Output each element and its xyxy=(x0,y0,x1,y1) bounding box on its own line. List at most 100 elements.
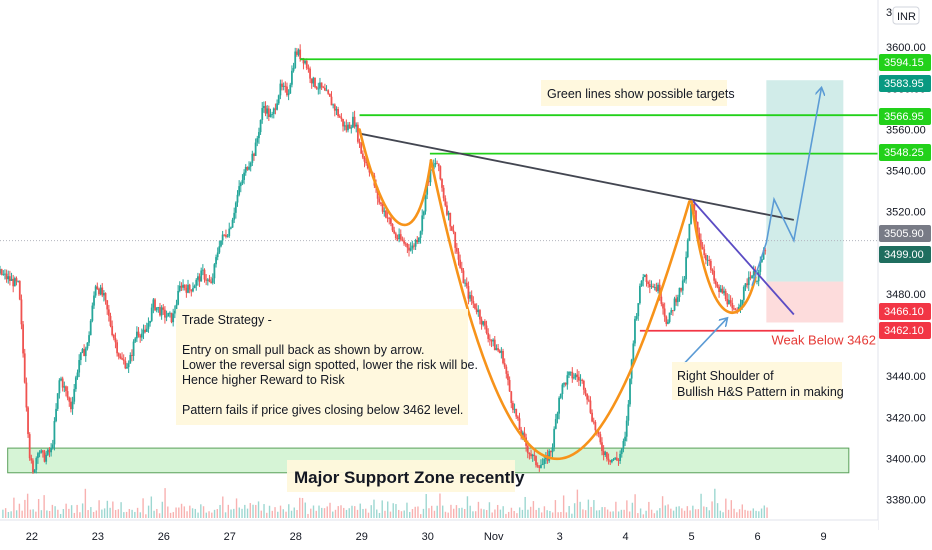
volume-bar xyxy=(197,512,199,518)
volume-bar xyxy=(422,508,425,518)
entry-arrow xyxy=(751,88,821,286)
volume-bar xyxy=(235,498,238,518)
candle-body xyxy=(305,60,308,69)
price-tag-bg xyxy=(879,108,931,125)
volume-bar xyxy=(755,510,757,518)
volume-bar xyxy=(92,511,95,518)
x-tick-label: 29 xyxy=(356,531,368,543)
candle-body xyxy=(564,382,567,385)
candle-body xyxy=(228,228,231,237)
candle-body xyxy=(467,286,470,299)
candle-body xyxy=(403,240,405,244)
x-tick-label: 5 xyxy=(689,531,695,543)
volume-bar xyxy=(180,503,183,518)
candle-body xyxy=(246,167,249,170)
volume-bar xyxy=(310,508,312,518)
candle-body xyxy=(678,287,681,298)
candle-body xyxy=(416,239,419,242)
volume-bar xyxy=(760,508,763,518)
currency-badge: INR xyxy=(892,6,920,25)
candle-body xyxy=(233,212,236,220)
candle-body xyxy=(129,354,132,364)
candle-body xyxy=(167,312,170,317)
candle-body xyxy=(32,460,34,473)
volume-bar xyxy=(562,495,565,518)
volume-bar xyxy=(46,510,48,518)
volume-bar xyxy=(571,513,573,518)
candle-body xyxy=(398,234,401,240)
candle-body xyxy=(295,51,298,55)
x-tick-label: Nov xyxy=(484,531,504,543)
volume-bar xyxy=(172,512,175,518)
volume-bar xyxy=(472,511,474,518)
candle-body xyxy=(239,183,242,187)
volume-bar xyxy=(241,508,243,518)
volume-bar xyxy=(705,507,708,518)
candle-body xyxy=(660,296,663,304)
volume-bar xyxy=(167,506,169,518)
candle-body xyxy=(261,107,264,121)
volume-bar xyxy=(741,504,744,518)
volume-bar xyxy=(617,511,620,518)
candle-body xyxy=(347,124,349,131)
candle-body xyxy=(165,316,168,318)
volume-bar xyxy=(340,505,342,518)
candle-body xyxy=(225,234,227,237)
candle-body xyxy=(272,108,275,115)
candle-body xyxy=(182,284,184,288)
candle-body xyxy=(251,153,254,163)
strategy-box xyxy=(176,309,468,425)
volume-bar xyxy=(18,503,21,518)
volume-bar xyxy=(153,510,155,518)
candle-body xyxy=(579,379,582,381)
candle-body xyxy=(591,412,593,422)
x-tick-label: 3 xyxy=(557,531,563,543)
strategy-line-2: Entry on small pull back as shown by arr… xyxy=(182,343,424,357)
candle-body xyxy=(200,270,203,282)
volume-bar xyxy=(48,510,51,518)
price-tag-bg xyxy=(879,144,931,161)
candle-body xyxy=(338,116,341,118)
volume-bar xyxy=(213,509,216,518)
candle-body xyxy=(718,286,720,292)
candle-body xyxy=(317,88,320,90)
candle-body xyxy=(94,286,97,296)
candle-body xyxy=(40,450,43,453)
candle-body xyxy=(150,307,153,321)
volume-bar xyxy=(90,507,92,518)
volume-bar xyxy=(521,509,524,518)
volume-bar xyxy=(678,506,680,518)
volume-bar xyxy=(551,512,554,518)
candle-body xyxy=(86,342,89,349)
volume-bar xyxy=(224,512,227,518)
volume-bar xyxy=(554,500,557,518)
volume-bar xyxy=(87,510,89,518)
candle-body xyxy=(733,308,735,310)
volume-bar xyxy=(29,509,32,518)
candle-body xyxy=(483,321,486,326)
trendline-1 xyxy=(690,198,795,316)
trendline-0 xyxy=(359,132,795,221)
volume-bar xyxy=(703,506,705,518)
candle-body xyxy=(645,274,648,282)
candle-body xyxy=(594,422,597,431)
candle-body xyxy=(554,419,557,429)
candle-body xyxy=(434,162,437,165)
candle-body xyxy=(302,58,305,64)
volume-bar xyxy=(370,505,372,518)
candle-body xyxy=(61,378,64,388)
volume-bar xyxy=(136,507,139,518)
candle-body xyxy=(279,83,282,96)
candle-body xyxy=(238,186,241,195)
candle-body xyxy=(363,157,366,162)
candle-body xyxy=(385,210,387,218)
candle-body xyxy=(643,274,646,278)
candle-body xyxy=(634,318,636,344)
candle-body xyxy=(337,108,339,117)
volume-bar xyxy=(282,509,284,518)
candle-body xyxy=(701,246,704,250)
candle-body xyxy=(479,310,481,320)
candle-body xyxy=(139,335,142,338)
candle-body xyxy=(553,428,556,448)
